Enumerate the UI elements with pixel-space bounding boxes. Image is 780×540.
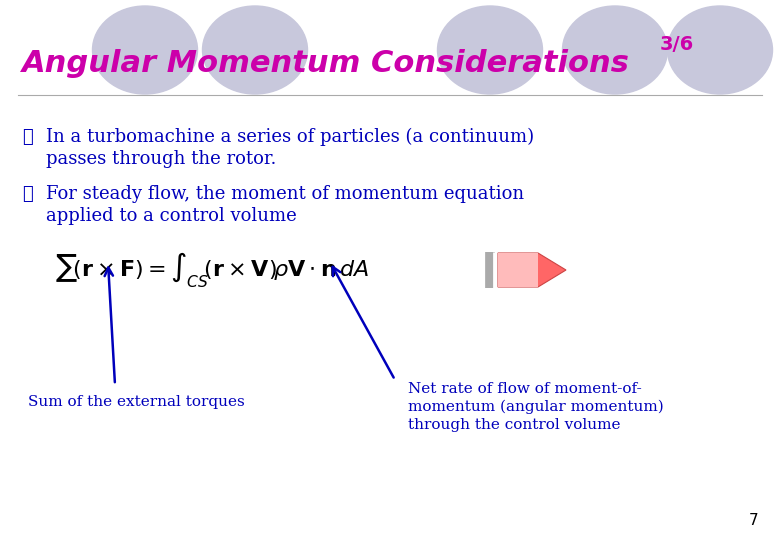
Text: 7: 7 <box>748 513 758 528</box>
FancyArrow shape <box>498 253 566 287</box>
Text: Sum of the external torques: Sum of the external torques <box>28 395 245 409</box>
Text: For steady flow, the moment of momentum equation: For steady flow, the moment of momentum … <box>46 185 524 203</box>
Text: ❖: ❖ <box>22 128 33 146</box>
Ellipse shape <box>668 6 772 94</box>
Text: through the control volume: through the control volume <box>408 418 621 432</box>
Text: In a turbomachine a series of particles (a continuum): In a turbomachine a series of particles … <box>46 128 534 146</box>
Ellipse shape <box>438 6 543 94</box>
Text: ❖: ❖ <box>22 185 33 203</box>
Text: 3/6: 3/6 <box>660 35 694 54</box>
Text: Angular Momentum Considerations: Angular Momentum Considerations <box>22 49 630 78</box>
Ellipse shape <box>562 6 668 94</box>
Ellipse shape <box>203 6 307 94</box>
Ellipse shape <box>93 6 197 94</box>
Text: applied to a control volume: applied to a control volume <box>46 207 296 225</box>
Text: $\sum\!\left(\mathrm{\mathbf{r}}\times\mathrm{\mathbf{F}}\right)=\int_{CS}\!\lef: $\sum\!\left(\mathrm{\mathbf{r}}\times\m… <box>55 250 370 290</box>
Text: passes through the rotor.: passes through the rotor. <box>46 150 276 168</box>
Text: momentum (angular momentum): momentum (angular momentum) <box>408 400 664 414</box>
Text: Net rate of flow of moment-of-: Net rate of flow of moment-of- <box>408 382 642 396</box>
FancyArrow shape <box>498 253 538 287</box>
